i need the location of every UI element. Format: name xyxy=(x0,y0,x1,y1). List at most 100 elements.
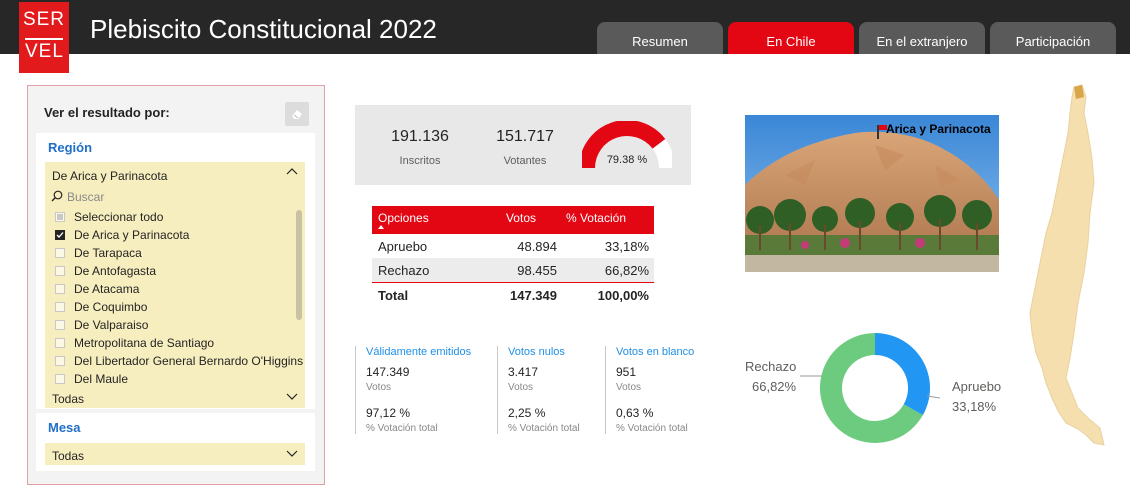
mesa-slicer: Mesa Todas xyxy=(36,413,315,471)
list-item-label: De Antofagasta xyxy=(74,264,157,278)
votantes-label: Votantes xyxy=(503,155,547,167)
total-percent: 100,00% xyxy=(597,288,649,303)
donut-slice-rechazo[interactable] xyxy=(820,333,923,443)
list-item[interactable]: Del Libertador General Bernardo O'Higgin… xyxy=(45,352,305,370)
chevron-down-icon[interactable] xyxy=(285,389,299,403)
stat-pct-sub: % Votación total xyxy=(616,423,688,434)
checkbox-icon[interactable] xyxy=(55,374,65,384)
stat-validos: Válidamente emitidos 147.349 Votos 97,12… xyxy=(355,346,471,434)
total-votes: 147.349 xyxy=(510,288,557,303)
list-item-label: Del Maule xyxy=(74,372,129,386)
stat-pct-sub: % Votación total xyxy=(366,423,438,434)
row-percent: 66,82% xyxy=(604,263,649,278)
stat-nulos: Votos nulos 3.417 Votos 2,25 % % Votació… xyxy=(497,346,580,434)
region-dropdown[interactable]: De Arica y Parinacota xyxy=(45,162,305,186)
stat-title: Votos nulos xyxy=(508,346,565,358)
checkbox-partial-icon[interactable] xyxy=(55,212,65,222)
header-votos[interactable]: Votos xyxy=(505,211,536,225)
mesa-label: Mesa xyxy=(48,420,81,435)
checkbox-icon[interactable] xyxy=(55,284,65,294)
list-item-label: Del Libertador General Bernardo O'Higgin… xyxy=(74,354,304,368)
row-votes: 98.455 xyxy=(517,263,557,278)
donut-slice-apruebo[interactable] xyxy=(875,333,930,416)
eraser-icon[interactable] xyxy=(285,102,309,126)
rechazo-pct: 66,82% xyxy=(752,379,797,394)
list-item[interactable]: De Atacama xyxy=(45,280,305,298)
comuna-dropdown[interactable]: Todas xyxy=(45,386,305,408)
vote-donut-chart xyxy=(820,333,930,443)
stat-sub: Votos xyxy=(366,382,392,393)
list-scrollbar[interactable] xyxy=(296,210,302,320)
tab-resumen[interactable]: Resumen xyxy=(597,22,723,54)
list-item-label: Metropolitana de Santiago xyxy=(74,336,215,350)
stat-sub: Votos xyxy=(616,382,642,393)
rechazo-label: Rechazo xyxy=(745,359,797,374)
list-item[interactable]: Metropolitana de Santiago xyxy=(45,334,305,352)
tab-participacion[interactable]: Participación xyxy=(990,22,1116,54)
table-row: Rechazo 98.455 66,82% xyxy=(372,258,654,282)
stat-title: Válidamente emitidos xyxy=(366,346,472,358)
tab-en-chile[interactable]: En Chile xyxy=(728,22,854,54)
checkbox-icon[interactable] xyxy=(55,302,65,312)
list-item-label: De Tarapaca xyxy=(74,246,142,260)
gauge-fill xyxy=(582,121,666,169)
list-item[interactable]: De Antofagasta xyxy=(45,262,305,280)
region-list: Buscar Seleccionar todo De Arica y Parin… xyxy=(45,186,305,394)
mesa-dropdown[interactable]: Todas xyxy=(45,443,305,465)
region-photo: Arica y Parinacota xyxy=(745,115,999,272)
logo-line2: VEL xyxy=(25,38,63,64)
list-item-label: Seleccionar todo xyxy=(74,210,164,224)
apruebo-pct: 33,18% xyxy=(952,399,997,414)
region-highlight[interactable] xyxy=(1074,85,1084,99)
checkbox-icon[interactable] xyxy=(55,320,65,330)
checkbox-icon[interactable] xyxy=(55,266,65,276)
header-opciones[interactable]: Opciones xyxy=(378,211,429,225)
region-label: Región xyxy=(48,140,93,155)
sort-asc-icon xyxy=(378,225,384,229)
apruebo-label: Apruebo xyxy=(952,379,1002,394)
filter-heading: Ver el resultado por: xyxy=(44,105,170,120)
stat-title: Votos en blanco xyxy=(616,346,695,358)
tab-en-el-extranjero[interactable]: En el extranjero xyxy=(859,22,985,54)
list-item[interactable]: Del Maule xyxy=(45,370,305,388)
region-selected: De Arica y Parinacota xyxy=(52,169,168,183)
table-row: Apruebo 48.894 33,18% xyxy=(372,234,654,258)
checkbox-icon[interactable] xyxy=(55,356,65,366)
stat-value: 951 xyxy=(616,365,637,379)
region-slicer: Región De Arica y Parinacota Buscar Sele… xyxy=(36,133,315,409)
stat-blancos: Votos en blanco 951 Votos 0,63 % % Votac… xyxy=(605,346,694,434)
checkbox-checked-icon[interactable] xyxy=(55,230,65,240)
list-item-label: De Atacama xyxy=(74,282,140,296)
stat-pct: 97,12 % xyxy=(366,406,411,420)
stat-value: 3.417 xyxy=(508,365,539,379)
logo-line1: SER xyxy=(22,9,66,30)
table-total-row: Total 147.349 100,00% xyxy=(372,282,654,306)
inscritos-label: Inscritos xyxy=(399,155,441,167)
checkbox-icon[interactable] xyxy=(55,248,65,258)
row-votes: 48.894 xyxy=(517,239,557,254)
checkbox-icon[interactable] xyxy=(55,338,65,348)
header-votacion[interactable]: % Votación xyxy=(565,211,626,225)
list-item[interactable]: De Valparaiso xyxy=(45,316,305,334)
list-item-label: De Valparaiso xyxy=(74,318,149,332)
chevron-down-icon[interactable] xyxy=(285,446,299,460)
search-icon xyxy=(51,190,63,202)
chevron-up-icon[interactable] xyxy=(285,165,299,179)
list-item[interactable]: De Coquimbo xyxy=(45,298,305,316)
list-item[interactable]: Seleccionar todo xyxy=(45,208,305,226)
comuna-value: Todas xyxy=(52,392,85,406)
list-item-label: De Arica y Parinacota xyxy=(74,228,190,242)
row-option: Rechazo xyxy=(378,263,430,278)
photo-caption: Arica y Parinacota xyxy=(886,122,991,136)
region-search[interactable]: Buscar xyxy=(45,186,305,208)
row-percent: 33,18% xyxy=(604,239,649,254)
chile-map[interactable] xyxy=(1016,83,1112,453)
filter-panel: Ver el resultado por: Región De Arica y … xyxy=(27,85,325,485)
stat-sub: Votos xyxy=(508,382,534,393)
donut-leader-lines xyxy=(800,375,940,399)
list-item[interactable]: De Arica y Parinacota xyxy=(45,226,305,244)
page-title: Plebiscito Constitucional 2022 xyxy=(90,14,437,44)
results-table: Opciones Votos % Votación Apruebo 48.894… xyxy=(372,206,654,306)
list-item[interactable]: De Tarapaca xyxy=(45,244,305,262)
participation-gauge: 79.38 % xyxy=(582,121,672,169)
